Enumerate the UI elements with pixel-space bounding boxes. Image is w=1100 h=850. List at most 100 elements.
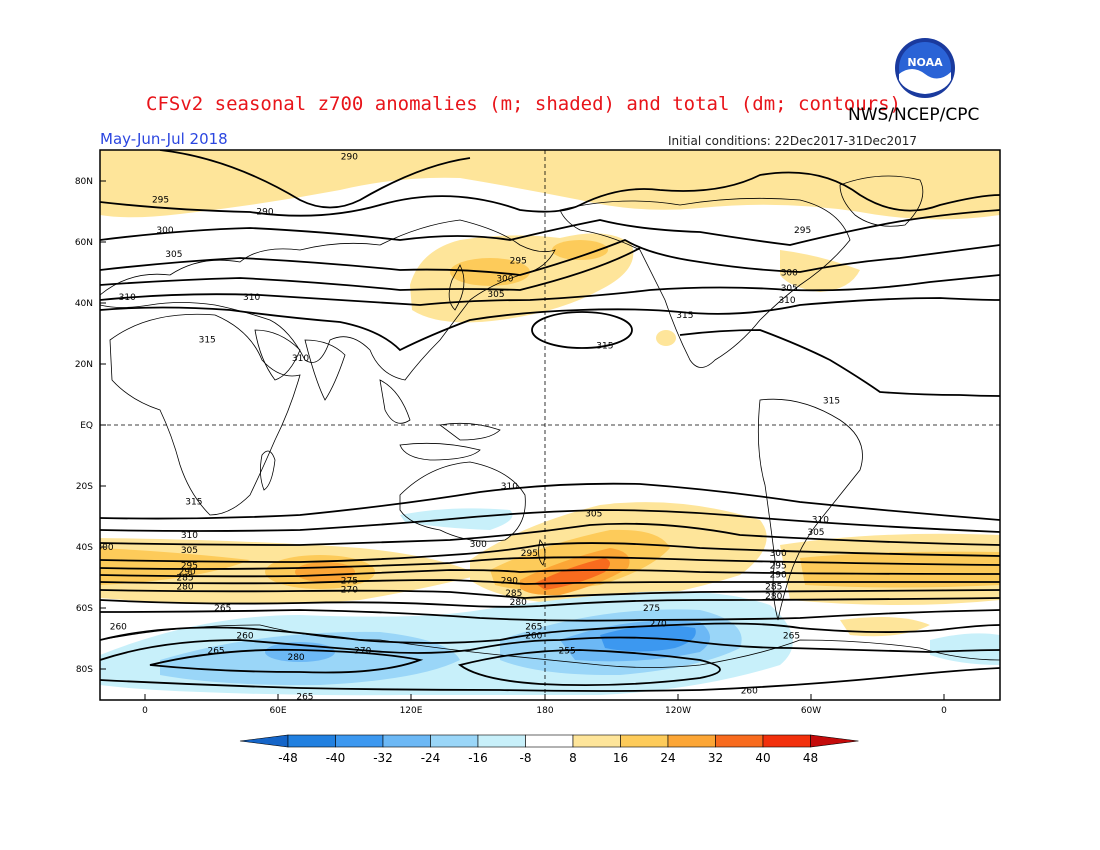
contour-label: 270 <box>650 619 667 629</box>
contour-label: 305 <box>165 250 182 260</box>
lon-label: 180 <box>536 706 553 716</box>
colorbar-swatch <box>667 734 716 748</box>
contour-label: 315 <box>823 397 840 407</box>
colorbar-label: -16 <box>468 751 488 765</box>
contour-label: 300 <box>470 540 487 550</box>
contour-label: 305 <box>585 509 602 519</box>
contour-label: 260 <box>110 622 127 632</box>
contour-label: 285 <box>176 574 193 584</box>
contour-label: 285 <box>505 589 522 599</box>
lon-label: 0 <box>941 706 947 716</box>
contour-label: 295 <box>181 561 198 571</box>
contour-label: 305 <box>487 290 504 300</box>
contour-label: 310 <box>292 354 309 364</box>
contour-label: 300 <box>770 549 787 559</box>
height-contours <box>100 150 1000 692</box>
colorbar-arrow-high <box>810 734 859 748</box>
agency-label: NWS/NCEP/CPC <box>848 105 979 125</box>
contour-label: 270 <box>354 647 371 657</box>
contour-label: 310 <box>778 296 795 306</box>
contour-label: 305 <box>181 546 198 556</box>
colorbar-label: -32 <box>373 751 393 765</box>
lat-label: 60S <box>76 604 93 614</box>
contour-label: 310 <box>243 293 260 303</box>
contour-label: 315 <box>596 342 613 352</box>
contour-label: 295 <box>521 549 538 559</box>
colorbar-label: -40 <box>326 751 346 765</box>
lon-label: 120W <box>665 706 691 716</box>
colorbar-swatch <box>477 734 526 748</box>
colorbar-label: 40 <box>755 751 770 765</box>
contour-label: 265 <box>214 604 231 614</box>
contour-label: 280 <box>765 592 782 602</box>
colorbar-label: -24 <box>421 751 441 765</box>
forecast-period: May-Jun-Jul 2018 <box>100 130 228 148</box>
lon-label: 0 <box>142 706 148 716</box>
contour-label: 260 <box>236 631 253 641</box>
contour-label: 310 <box>119 293 136 303</box>
contour-label: 260 <box>741 686 758 696</box>
colorbar-swatch <box>572 734 621 748</box>
contour-label: 280 <box>287 653 304 663</box>
contour-label: 300 <box>496 275 513 285</box>
colorbar-label: 24 <box>660 751 675 765</box>
contour-label: 295 <box>794 226 811 236</box>
contour-label: 295 <box>152 195 169 205</box>
contour-label: 315 <box>199 336 216 346</box>
lat-label: EQ <box>80 421 93 431</box>
colorbar-arrow-low <box>239 734 289 748</box>
colorbar-swatch <box>335 734 384 748</box>
contour-label: 270 <box>341 586 358 596</box>
contour-label: 290 <box>770 570 787 580</box>
colorbar: -48 -40 -32 -24 -16 -8 8 16 24 32 40 48 <box>239 734 859 765</box>
contour-label: 290 <box>341 153 358 163</box>
colorbar-swatch <box>620 734 669 748</box>
lat-label: 40S <box>76 543 93 553</box>
colorbar-label: -8 <box>520 751 532 765</box>
contour-label: 305 <box>807 528 824 538</box>
contour-label: 300 <box>96 543 113 553</box>
contour-label: 310 <box>181 531 198 541</box>
contour-label: 290 <box>256 208 273 218</box>
lat-label: 20S <box>76 482 93 492</box>
longitude-axis: 0 60E 120E 180 120W 60W 0 <box>142 694 947 716</box>
lon-label: 120E <box>400 706 423 716</box>
lon-label: 60E <box>269 706 286 716</box>
colorbar-label: 8 <box>569 751 577 765</box>
contour-label: 275 <box>643 604 660 614</box>
contour-label: 265 <box>207 647 224 657</box>
contour-label: 310 <box>812 516 829 526</box>
contour-label: 265 <box>525 622 542 632</box>
contour-label: 310 <box>501 482 518 492</box>
contour-label: 290 <box>179 567 196 577</box>
chart-title: CFSv2 seasonal z700 anomalies (m; shaded… <box>146 93 901 115</box>
coastlines <box>100 175 1000 668</box>
colorbar-label: 16 <box>613 751 628 765</box>
lat-label: 80S <box>76 665 93 675</box>
contour-label: 275 <box>341 577 358 587</box>
noaa-logo: NOAA <box>895 38 955 98</box>
lat-label: 60N <box>75 238 93 248</box>
contour-label: 290 <box>501 577 518 587</box>
lat-label: 20N <box>75 360 93 370</box>
contour-label: 315 <box>185 497 202 507</box>
contour-label: 280 <box>176 583 193 593</box>
contour-label: 265 <box>783 631 800 641</box>
colorbar-swatch <box>715 734 764 748</box>
contour-label: 295 <box>510 256 527 266</box>
colorbar-swatch <box>430 734 479 748</box>
lat-label: 80N <box>75 177 93 187</box>
colorbar-swatch <box>382 734 431 748</box>
contour-label: 260 <box>525 631 542 641</box>
colorbar-swatch <box>525 734 574 748</box>
contour-label: 255 <box>559 647 576 657</box>
colorbar-swatch <box>762 734 811 748</box>
colorbar-label: 48 <box>803 751 818 765</box>
lon-label: 60W <box>801 706 821 716</box>
latitude-axis: 80N 60N 40N 20N EQ 20S 40S 60S 80S <box>75 177 106 675</box>
contour-label: 305 <box>781 284 798 294</box>
lat-label: 40N <box>75 299 93 309</box>
